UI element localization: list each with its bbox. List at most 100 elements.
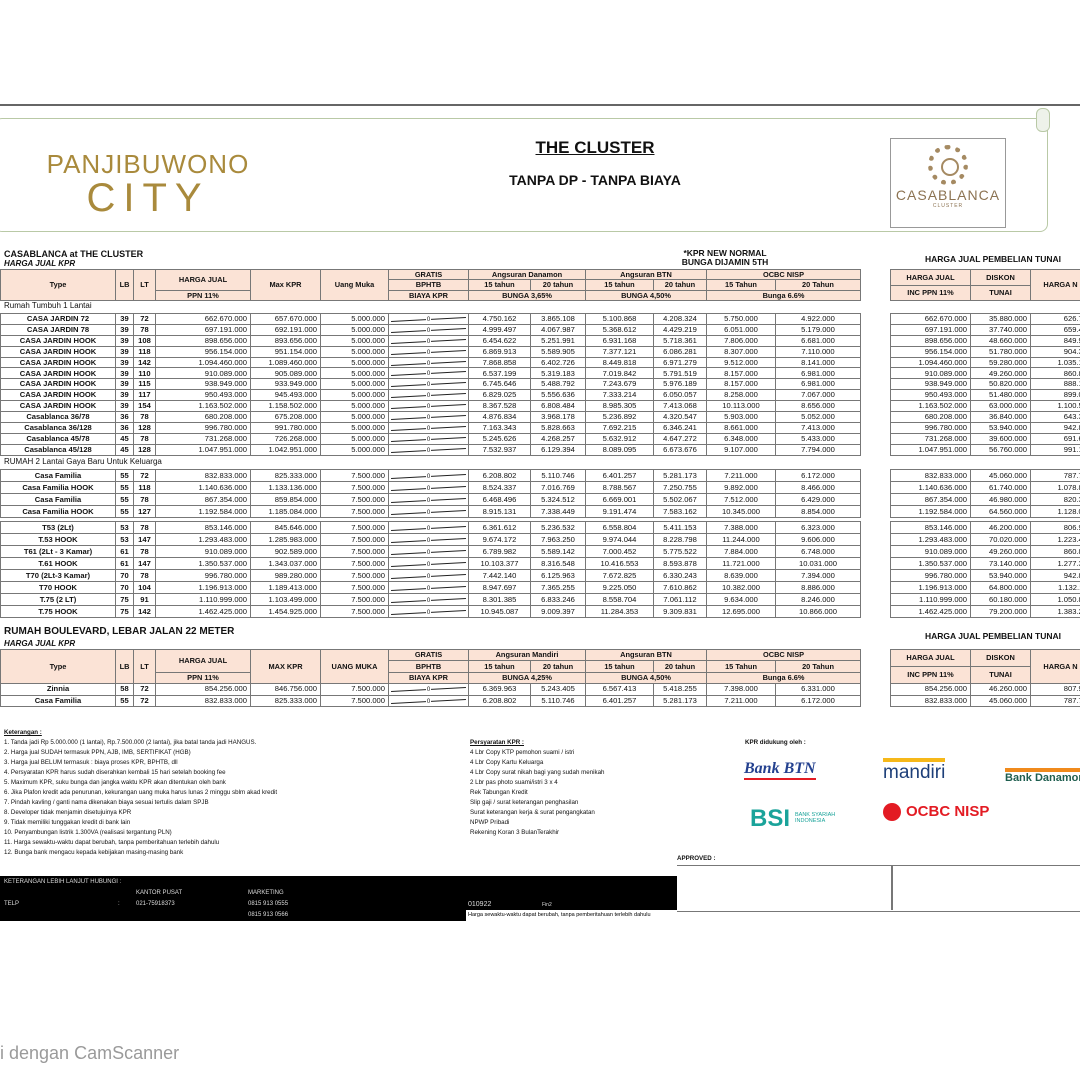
cell: 5.000.000: [320, 421, 389, 434]
rate-bank3: Bunga 6.6%: [706, 671, 862, 684]
cell: 6.429.000: [775, 493, 861, 506]
gratis-value-wrap: 0: [392, 584, 465, 592]
persyaratan-title: Persyaratan KPR :: [470, 739, 524, 746]
gratis-value-wrap: 0: [392, 697, 465, 705]
cell: 1.350.537.000: [890, 557, 971, 570]
col-20: 20 tahun: [529, 660, 587, 673]
cell: 9.606.000: [775, 533, 861, 546]
cell: 902.589.000: [250, 545, 321, 558]
approval-divider: [891, 865, 893, 910]
cell: 49.260.000: [970, 367, 1031, 380]
kpr-rows: CASA JARDIN 72 39 72 662.670.000 657.670.000…: [0, 313, 861, 456]
cell: 4.268.257: [530, 432, 586, 445]
cell: 1.383.22: [1030, 605, 1080, 618]
cell: 36.840.000: [970, 411, 1031, 423]
cell: 643.36: [1030, 411, 1080, 423]
persyaratan-item: Rekening Koran 3 BulanTerakhir: [470, 829, 560, 836]
cell: 832.833.000: [890, 469, 971, 482]
cell: 0: [388, 400, 469, 413]
cell: 731.268.000: [155, 432, 251, 445]
cell: 79.200.000: [970, 605, 1031, 618]
cell: 0: [388, 378, 469, 391]
header-banner: [0, 118, 1048, 232]
cell: 6.745.646: [468, 378, 531, 391]
gratis-value-wrap: 0: [392, 472, 465, 480]
cell: 1.035.18: [1030, 356, 1080, 369]
gratis-value: 0: [425, 473, 432, 480]
cell: 6.669.001: [585, 493, 654, 506]
cell: 5.433.000: [775, 432, 861, 445]
cell: 48.660.000: [970, 334, 1031, 347]
table-row: CASA JARDIN HOOK 39 108 898.656.000 893.656.…: [0, 334, 861, 347]
logo-name: CASABLANCA: [895, 187, 1001, 203]
cell: 8.854.000: [775, 505, 861, 518]
cell: 5.100.868: [585, 313, 654, 325]
cell: 0: [388, 593, 469, 606]
table-row: T.61 HOOK 61 147 1.350.537.000 1.343.037.000…: [0, 557, 861, 570]
cell: 956.154.000: [155, 345, 251, 358]
gratis-value: 0: [425, 382, 432, 389]
gratis-value-wrap: 0: [392, 391, 465, 400]
cell: 45.060.000: [970, 469, 1031, 482]
cell: 5.589.142: [530, 545, 586, 558]
table-row: CASA JARDIN HOOK 39 118 956.154.000 951.154.…: [0, 345, 861, 358]
cell: CASA JARDIN 78: [0, 323, 116, 336]
cell: 6.172.000: [775, 694, 861, 707]
table-row: T.53 HOOK 53 147 1.293.483.000 1.285.983.000…: [0, 533, 861, 546]
gratis-value-wrap: 0: [392, 560, 465, 568]
tunai-rows: 853.146.00046.200.000806.941.293.483.000…: [890, 521, 1080, 618]
cell: 5.750.000: [706, 313, 776, 325]
cell: 7.250.755: [653, 481, 707, 494]
cell: 8.307.000: [706, 345, 776, 358]
cell: 7.963.250: [530, 533, 586, 546]
page-subtitle: TANPA DP - TANPA BIAYA: [509, 172, 681, 188]
cell: 5.791.519: [653, 367, 707, 380]
tunai-table-header: HARGA JUAL DISKON HARGA N INC PPN 11% TUNAI: [890, 269, 1080, 301]
cell: 8.593.878: [653, 557, 707, 570]
cell: CASA JARDIN HOOK: [0, 378, 116, 391]
cell: 4.999.497: [468, 323, 531, 336]
cell: 662.670.000: [890, 313, 971, 325]
cell: 1.462.425.000: [890, 605, 971, 618]
kpr-note-line2: BUNGA DIJAMIN 5TH: [681, 257, 769, 267]
cell: 78: [133, 432, 156, 445]
cell: Casa Familia HOOK: [0, 481, 116, 494]
cell: 0: [388, 505, 469, 518]
cell: 853.146.000: [155, 521, 251, 534]
cell: 11.284.353: [585, 605, 654, 618]
group-label: RUMAH 2 Lantai Gaya Baru Untuk Keluarga: [4, 457, 162, 466]
gratis-value-wrap: 0: [392, 380, 465, 389]
cell: CASA JARDIN HOOK: [0, 400, 116, 413]
table-row: Casa Familia 55 78 867.354.000 859.854.000 7.…: [0, 493, 861, 506]
cell: 1.293.483.000: [155, 533, 251, 546]
cell: Casablanca 45/78: [0, 432, 116, 445]
btn-logo: Bank BTN: [744, 760, 816, 780]
cell: 127: [133, 505, 156, 518]
cell: 5.000.000: [320, 367, 389, 380]
cell: 8.947.697: [468, 581, 531, 594]
cell: 39: [115, 389, 134, 402]
cell: 942.84: [1030, 569, 1080, 582]
cell: 7.692.215: [585, 421, 654, 434]
cell: 1.196.913.000: [155, 581, 251, 594]
table-row: Casa Familia HOOK 55 127 1.192.584.000 1.185…: [0, 505, 861, 518]
cell: 1.277.39: [1030, 557, 1080, 570]
cell: 73.140.000: [970, 557, 1031, 570]
table-row: T70 HOOK 70 104 1.196.913.000 1.189.413.000 7…: [0, 581, 861, 594]
logo-sub: CLUSTER: [932, 203, 964, 209]
panjibuwono-city-logo: PANJIBUWONO CITY: [28, 150, 268, 218]
col-ppn: PPN 11%: [155, 671, 251, 684]
cell: 5.000.000: [320, 432, 389, 445]
cell: 6.454.622: [468, 334, 531, 347]
cell: CASA JARDIN 72: [0, 313, 116, 325]
cell: T.53 HOOK: [0, 533, 116, 546]
keterangan-item: 4. Persyaratan KPR harus sudah diserahka…: [4, 769, 226, 776]
cell: 70: [115, 581, 134, 594]
cell: 9.674.172: [468, 533, 531, 546]
cell: 7.500.000: [320, 545, 389, 558]
cell: 108: [133, 334, 156, 347]
